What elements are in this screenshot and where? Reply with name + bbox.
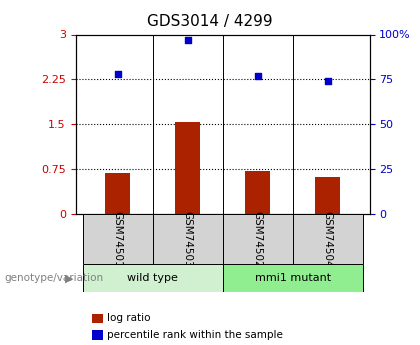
Bar — [223, 214, 293, 264]
Point — [254, 73, 261, 79]
Bar — [176, 122, 200, 214]
Bar — [223, 264, 362, 292]
Text: mmi1 mutant: mmi1 mutant — [255, 273, 331, 283]
Bar — [315, 177, 340, 214]
Bar — [83, 214, 152, 264]
Bar — [245, 171, 270, 214]
Text: GSM74504: GSM74504 — [323, 210, 333, 267]
Point — [114, 71, 121, 77]
Text: GDS3014 / 4299: GDS3014 / 4299 — [147, 14, 273, 29]
Text: ▶: ▶ — [65, 274, 73, 283]
Point — [324, 78, 331, 84]
Text: log ratio: log ratio — [107, 314, 151, 323]
Text: genotype/variation: genotype/variation — [4, 273, 103, 283]
Bar — [152, 214, 223, 264]
Text: GSM74502: GSM74502 — [252, 210, 262, 267]
Bar — [83, 264, 223, 292]
Text: GSM74503: GSM74503 — [183, 210, 193, 267]
Bar — [293, 214, 362, 264]
Bar — [105, 173, 130, 214]
Text: percentile rank within the sample: percentile rank within the sample — [107, 330, 283, 340]
Text: wild type: wild type — [127, 273, 178, 283]
Text: GSM74501: GSM74501 — [113, 210, 123, 267]
Point — [184, 37, 191, 43]
